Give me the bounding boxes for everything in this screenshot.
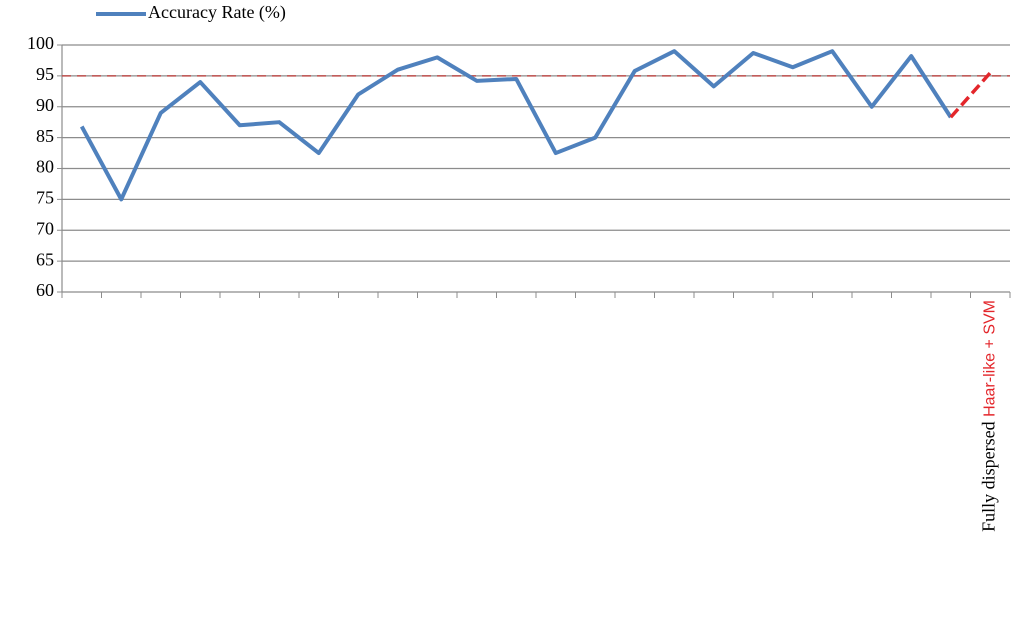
- y-tick-label: 85: [36, 126, 54, 146]
- label-part: Haar-like + SVM: [981, 300, 998, 417]
- y-tick-label: 80: [36, 157, 54, 177]
- y-tick-label: 70: [36, 218, 54, 238]
- y-tick-label: 60: [36, 280, 54, 300]
- y-tick-label: 90: [36, 95, 54, 115]
- data-line: [79, 49, 953, 202]
- y-tick-label: 75: [36, 188, 54, 208]
- legend-label: Accuracy Rate (%): [148, 2, 286, 23]
- y-tick-label: 65: [36, 249, 54, 269]
- y-tick-label: 95: [36, 64, 54, 84]
- y-tick-label: 100: [27, 33, 54, 53]
- highlight-line: [949, 71, 992, 119]
- label-part: Fully dispersed: [978, 421, 998, 532]
- x-tick-label-highlight: Fully dispersed Haar-like + SVM: [978, 300, 998, 532]
